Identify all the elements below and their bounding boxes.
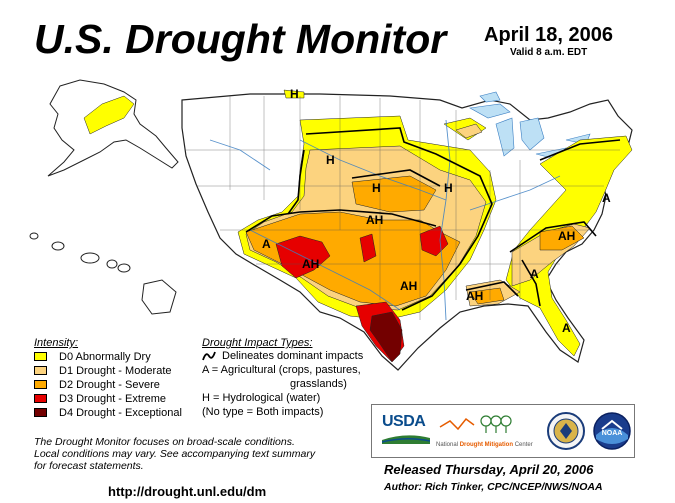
- impact-both: (No type = Both impacts): [202, 406, 324, 418]
- impact-hydrological: H = Hydrological (water): [202, 392, 321, 404]
- map-label: H: [326, 153, 335, 167]
- state-borders: [186, 96, 620, 320]
- map-label: AH: [558, 229, 575, 243]
- legend-label: D1 Drought - Moderate: [59, 364, 172, 377]
- disclaimer-note: The Drought Monitor focuses on broad-sca…: [34, 436, 364, 472]
- map-label: A: [262, 237, 271, 251]
- logos-panel: USDA National Drought Mitigation Center …: [371, 404, 635, 458]
- page-title: U.S. Drought Monitor: [34, 16, 447, 62]
- impact-title: Drought Impact Types:: [202, 337, 313, 349]
- map-label: AH: [366, 213, 383, 227]
- legend-item-d1: D1 Drought - Moderate: [34, 364, 172, 377]
- commerce-seal-icon: [547, 412, 585, 450]
- impact-agricultural-cont: grasslands): [290, 378, 347, 390]
- ndmc-graph-icon: [439, 415, 512, 433]
- rivers: [209, 119, 561, 321]
- alaska-d0: [83, 95, 135, 135]
- alaska-shape: [47, 79, 179, 177]
- noaa-text: NOAA: [602, 430, 623, 437]
- ndmc-caption: National Drought Mitigation Center: [436, 442, 540, 448]
- map-label: A: [530, 267, 539, 281]
- legend-item-d3: D3 Drought - Extreme: [34, 392, 166, 405]
- legend-title: Intensity:: [34, 337, 79, 349]
- d2-areas: [245, 175, 585, 307]
- legend-item-d4: D4 Drought - Exceptional: [34, 406, 182, 419]
- release-date: Released Thursday, April 20, 2006: [384, 462, 594, 477]
- impact-agricultural: A = Agricultural (crops, pastures,: [202, 364, 361, 376]
- note-line: The Drought Monitor focuses on broad-sca…: [34, 436, 295, 448]
- valid-time: Valid 8 a.m. EDT: [510, 47, 588, 58]
- legend-swatch-d0: [34, 352, 47, 361]
- map-label: AH: [302, 257, 319, 271]
- legend-item-d0: D0 Abnormally Dry: [34, 350, 151, 363]
- website-url[interactable]: http://drought.unl.edu/dm: [108, 484, 267, 499]
- legend-swatch-d3: [34, 394, 47, 403]
- map-date: April 18, 2006: [484, 24, 613, 46]
- legend-label: D0 Abnormally Dry: [59, 350, 151, 363]
- map-label: H: [372, 181, 381, 195]
- map-label: AH: [466, 289, 483, 303]
- note-line: for forecast statements.: [34, 460, 144, 472]
- map-label: H: [290, 87, 299, 101]
- legend-label: D2 Drought - Severe: [59, 378, 160, 391]
- usda-swoosh-icon: [381, 435, 431, 444]
- map-label: H: [444, 181, 453, 195]
- legend-item-d2: D2 Drought - Severe: [34, 378, 160, 391]
- legend-swatch-d4: [34, 408, 47, 417]
- map-label: A: [602, 191, 611, 205]
- usda-logo: USDA: [381, 413, 431, 449]
- note-line: Local conditions may vary. See accompany…: [34, 448, 316, 460]
- author-credit: Author: Rich Tinker, CPC/NCEP/NWS/NOAA: [384, 481, 603, 493]
- legend-label: D3 Drought - Extreme: [59, 392, 166, 405]
- legend-swatch-d1: [34, 366, 47, 375]
- legend-swatch-d2: [34, 380, 47, 389]
- map-label: A: [562, 321, 571, 335]
- ndmc-suffix: Center: [514, 442, 533, 448]
- usda-text: USDA: [382, 413, 426, 430]
- ndmc-name: Drought Mitigation: [459, 442, 514, 448]
- impact-line-icon: [202, 351, 216, 361]
- legend-label: D4 Drought - Exceptional: [59, 406, 182, 419]
- noaa-logo-icon: NOAA: [593, 412, 631, 450]
- impact-delineates: Delineates dominant impacts: [222, 350, 364, 362]
- d4-area: [369, 311, 403, 363]
- impact-lines: [245, 127, 621, 311]
- hawaii-islands: [29, 232, 177, 315]
- ndmc-logo: National Drought Mitigation Center: [436, 411, 540, 448]
- map-label: AH: [400, 279, 417, 293]
- ndmc-prefix: National: [436, 442, 459, 448]
